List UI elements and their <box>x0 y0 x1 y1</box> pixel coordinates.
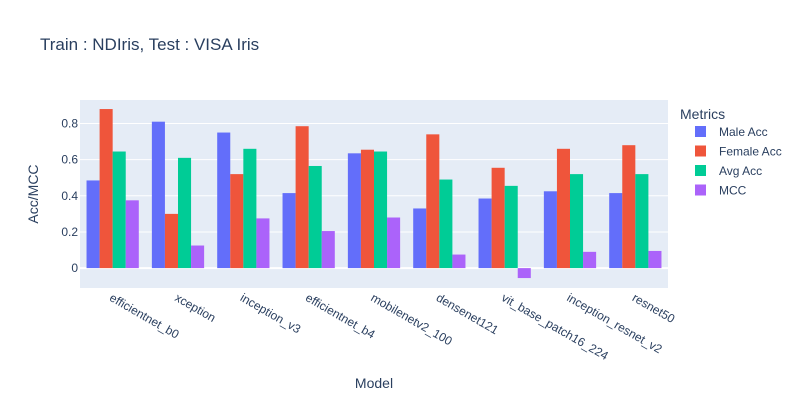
bar[interactable] <box>191 245 205 269</box>
legend-swatch <box>695 184 706 196</box>
bar[interactable] <box>622 145 636 269</box>
y-axis-ticks: 0 0.2 0.4 0.6 0.8 <box>61 117 78 276</box>
bar[interactable] <box>439 179 453 269</box>
x-tick-label: inception_v3 <box>238 290 304 336</box>
bar[interactable] <box>648 250 662 269</box>
bar[interactable] <box>635 174 649 269</box>
bar[interactable] <box>413 208 427 269</box>
bar[interactable] <box>243 148 257 269</box>
bars <box>86 109 662 279</box>
bar[interactable] <box>347 153 361 269</box>
bar[interactable] <box>86 180 100 269</box>
bar[interactable] <box>387 217 401 269</box>
bar[interactable] <box>543 191 557 269</box>
bar[interactable] <box>217 132 231 269</box>
bar[interactable] <box>321 231 335 269</box>
bar[interactable] <box>478 198 492 269</box>
bar[interactable] <box>99 109 113 269</box>
bar[interactable] <box>282 193 296 269</box>
bar[interactable] <box>609 193 623 269</box>
x-tick-label: vit_base_patch16_224 <box>499 290 611 363</box>
bar[interactable] <box>491 167 505 269</box>
bar[interactable] <box>112 151 126 269</box>
y-tick-label: 0.2 <box>61 225 78 239</box>
x-tick-label: efficientnet_b4 <box>303 290 378 341</box>
bar[interactable] <box>178 157 192 269</box>
bar[interactable] <box>164 213 178 269</box>
legend-item[interactable]: Male Acc <box>695 125 768 139</box>
bar[interactable] <box>583 251 597 269</box>
bar[interactable] <box>125 200 139 269</box>
bar[interactable] <box>308 165 322 269</box>
legend-item[interactable]: Avg Acc <box>695 164 762 178</box>
bar[interactable] <box>230 174 244 269</box>
legend-swatch <box>695 126 706 137</box>
bar[interactable] <box>295 126 309 269</box>
bar[interactable] <box>570 174 584 269</box>
legend-label: Male Acc <box>719 125 768 139</box>
bar[interactable] <box>452 254 466 269</box>
y-tick-label: 0.6 <box>61 153 78 167</box>
chart-title: Train : NDIris, Test : VISA Iris <box>40 35 259 54</box>
x-tick-label: efficientnet_b0 <box>107 290 182 341</box>
bar[interactable] <box>374 151 388 269</box>
x-axis-label: Model <box>355 375 393 391</box>
bar[interactable] <box>556 148 570 269</box>
x-tick-label: resnet50 <box>630 290 678 326</box>
legend-swatch <box>695 165 706 176</box>
x-tick-label: xception <box>173 290 219 324</box>
legend-item[interactable]: MCC <box>695 184 747 198</box>
bar[interactable] <box>517 268 531 279</box>
legend-title: Metrics <box>680 106 725 122</box>
y-tick-label: 0.8 <box>61 117 78 131</box>
bar[interactable] <box>426 134 440 269</box>
bar[interactable] <box>504 185 518 269</box>
legend-item[interactable]: Female Acc <box>695 145 782 159</box>
legend-label: Avg Acc <box>719 164 762 178</box>
legend-label: MCC <box>719 184 747 198</box>
legend-label: Female Acc <box>719 145 782 159</box>
y-axis-label: Acc/MCC <box>25 164 41 223</box>
bar[interactable] <box>360 149 374 269</box>
legend[interactable]: Metrics Male Acc Female Acc Avg Acc MCC <box>680 106 782 198</box>
y-tick-label: 0.4 <box>61 189 78 203</box>
bar[interactable] <box>151 121 165 269</box>
legend-swatch <box>695 145 706 157</box>
bar[interactable] <box>256 218 270 269</box>
y-tick-label: 0 <box>71 261 78 275</box>
